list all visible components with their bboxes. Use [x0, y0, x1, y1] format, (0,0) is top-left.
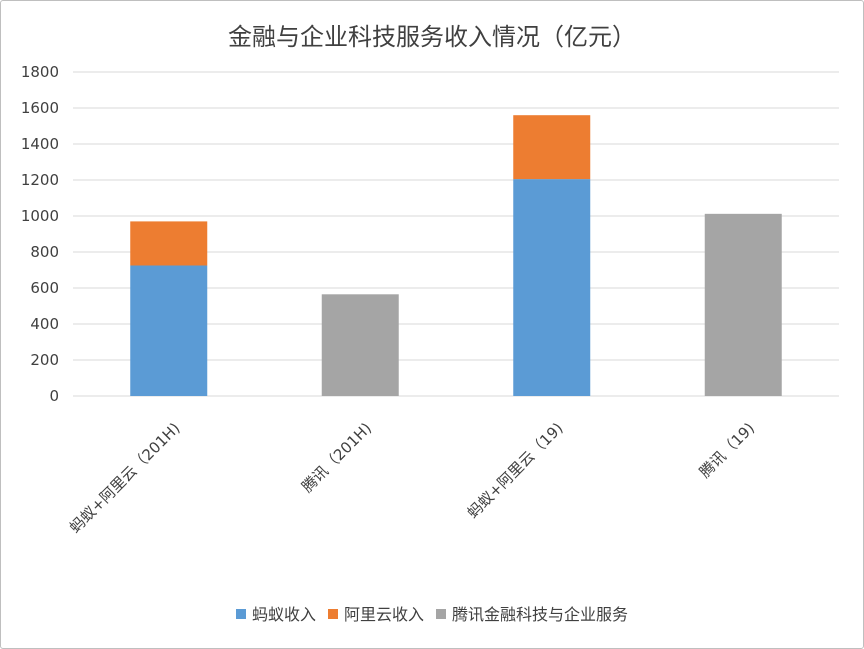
legend-label: 阿里云收入 — [344, 605, 424, 624]
bars — [130, 115, 782, 396]
y-tick-label: 1800 — [21, 63, 59, 81]
chart-title: 金融与企业科技服务收入情况（亿元） — [228, 23, 636, 51]
y-axis-ticks: 0 200 400 600 800 1000 1200 1400 1600 1800 — [21, 63, 59, 405]
bar-segment — [513, 115, 591, 180]
legend-label: 蚂蚁收入 — [252, 605, 316, 624]
y-tick-label: 1000 — [21, 207, 59, 225]
x-category-label: 腾讯（19) — [696, 419, 758, 481]
y-tick-label: 800 — [30, 243, 59, 261]
y-tick-label: 0 — [49, 387, 59, 405]
bar-segment — [513, 179, 591, 396]
x-axis-categories: 蚂蚁+阿里云（201H) 腾讯（201H) 蚂蚁+阿里云（19) 腾讯（19) — [66, 419, 758, 537]
legend: 蚂蚁收入 阿里云收入 腾讯金融科技与企业服务 — [236, 605, 628, 624]
y-tick-label: 600 — [30, 279, 59, 297]
legend-label: 腾讯金融科技与企业服务 — [452, 605, 628, 624]
y-tick-label: 200 — [30, 351, 59, 369]
x-category-label: 腾讯（201H) — [298, 419, 375, 496]
legend-swatch — [236, 609, 246, 619]
bar-segment — [130, 221, 208, 266]
legend-swatch — [328, 609, 338, 619]
bar-segment — [130, 265, 208, 396]
y-tick-label: 1600 — [21, 99, 59, 117]
bar-segment — [704, 213, 782, 396]
x-category-label: 蚂蚁+阿里云（201H) — [66, 419, 184, 537]
x-category-label: 蚂蚁+阿里云（19) — [464, 419, 567, 522]
legend-swatch — [436, 609, 446, 619]
y-tick-label: 1400 — [21, 135, 59, 153]
y-tick-label: 400 — [30, 315, 59, 333]
y-tick-label: 1200 — [21, 171, 59, 189]
bar-segment — [321, 294, 399, 396]
